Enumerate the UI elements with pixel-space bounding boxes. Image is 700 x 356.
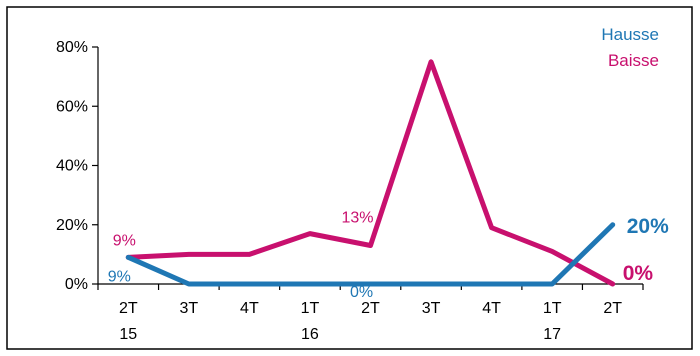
series-line-baisse <box>125 59 616 287</box>
x-tick-label: 2T <box>603 300 622 317</box>
x-tick-year-label: 16 <box>301 326 319 343</box>
x-tick-label: 4T <box>240 300 259 317</box>
x-tick-label: 3T <box>179 300 198 317</box>
y-tick-label: 80% <box>56 39 88 56</box>
data-label: 13% <box>341 209 373 226</box>
y-tick-label: 20% <box>56 217 88 234</box>
data-labels: 9% 0% 9% 13% 20% 0% <box>108 209 669 301</box>
legend-entry-baisse: Baisse <box>608 51 659 70</box>
legend-entry-hausse: Hausse <box>601 25 659 44</box>
y-tick-label: 40% <box>56 158 88 175</box>
x-tick-label: 2T <box>119 300 138 317</box>
x-tick-year-label: 17 <box>543 326 561 343</box>
x-tick-label: 4T <box>482 300 501 317</box>
y-axis-ticks: 0% 20% 40% 60% 80% <box>56 39 98 293</box>
x-tick-label: 2T <box>361 300 380 317</box>
y-tick-label: 0% <box>65 276 88 293</box>
x-tick-label: 1T <box>543 300 562 317</box>
chart-border <box>6 6 693 350</box>
series-lines <box>125 59 616 287</box>
data-label: 0% <box>350 284 373 301</box>
x-tick-label: 1T <box>301 300 320 317</box>
data-label: 9% <box>113 232 136 249</box>
end-label: 20% <box>627 215 669 238</box>
x-tick-label: 3T <box>422 300 441 317</box>
legend: Hausse Baisse <box>601 25 659 70</box>
y-tick-label: 60% <box>56 98 88 115</box>
end-label: 0% <box>623 262 654 285</box>
data-label: 9% <box>108 268 131 285</box>
series-line-hausse <box>125 222 616 287</box>
x-tick-year-label: 15 <box>119 326 137 343</box>
